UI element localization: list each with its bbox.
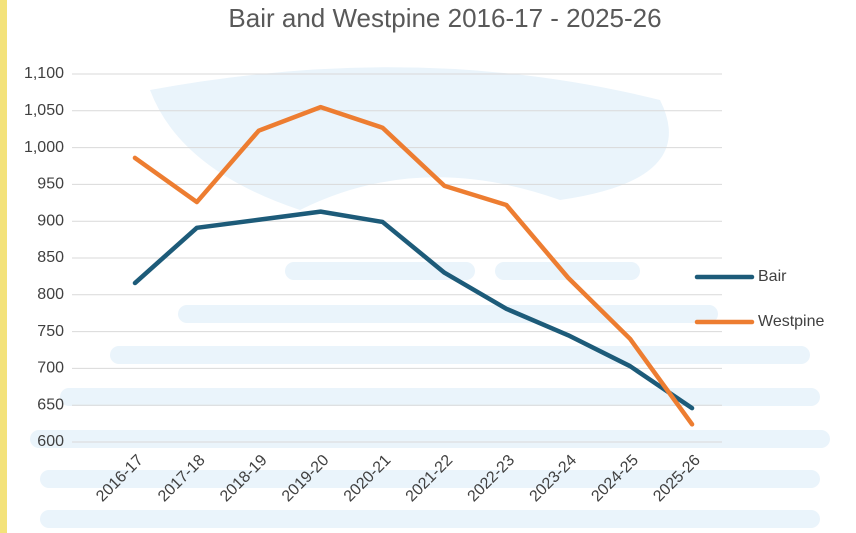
y-tick-label: 700 (37, 360, 64, 377)
page: Bair and Westpine 2016-17 - 2025-26 600 6… (0, 0, 856, 533)
chart: Bair and Westpine 2016-17 - 2025-26 600 6… (0, 0, 856, 533)
y-tick-label: 1,050 (24, 102, 64, 119)
legend-label: Westpine (758, 313, 825, 330)
y-tick-label: 800 (37, 286, 64, 303)
y-tick-label: 600 (37, 433, 64, 450)
y-tick-label: 1,000 (24, 139, 64, 156)
watermark (0, 0, 830, 533)
y-tick-label: 850 (37, 249, 64, 266)
chart-title: Bair and Westpine 2016-17 - 2025-26 (228, 3, 661, 33)
y-tick-label: 900 (37, 212, 64, 229)
y-tick-label: 1,100 (24, 65, 64, 82)
y-tick-label: 950 (37, 176, 64, 193)
y-tick-label: 750 (37, 323, 64, 340)
y-tick-label: 650 (37, 396, 64, 413)
legend-label: Bair (758, 268, 787, 285)
